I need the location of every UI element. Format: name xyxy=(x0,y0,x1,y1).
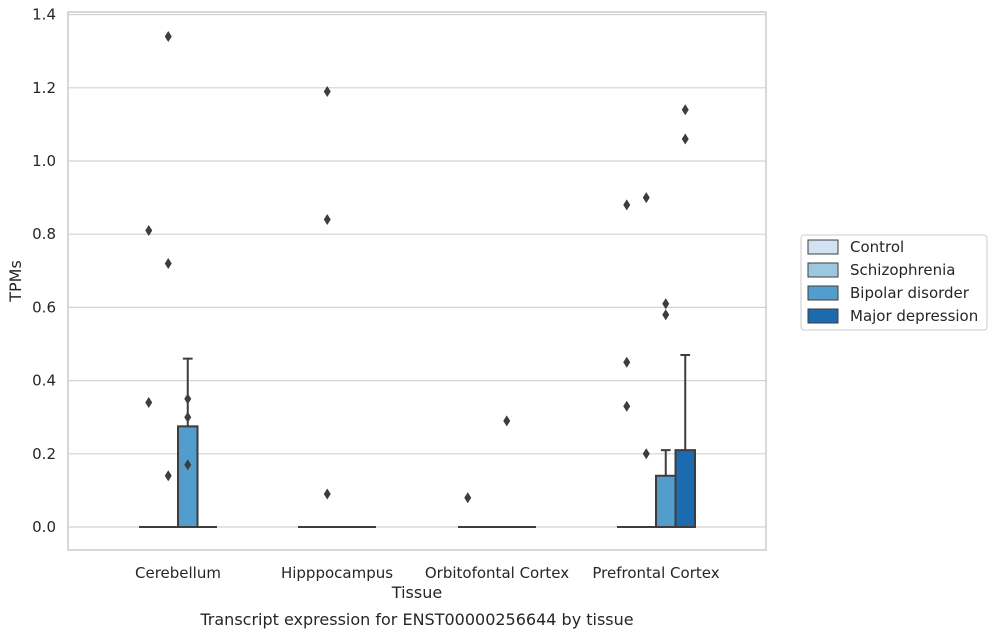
outlier-point xyxy=(623,400,631,412)
outlier-point xyxy=(323,214,331,226)
outlier-point xyxy=(681,133,689,145)
outlier-point xyxy=(464,492,472,504)
outlier-point xyxy=(164,257,172,269)
y-tick-label: 1.4 xyxy=(32,6,56,24)
legend-frame xyxy=(800,234,988,331)
outlier-point xyxy=(662,309,670,321)
boxes xyxy=(139,353,696,529)
legend-swatch xyxy=(807,308,839,324)
x-axis-title: Tissue xyxy=(391,583,442,602)
outlier-point xyxy=(184,411,192,423)
outlier-point xyxy=(164,31,172,43)
outlier-point xyxy=(503,415,511,427)
outlier-point xyxy=(323,488,331,500)
box-bipolar-disorder xyxy=(177,357,199,529)
box-bipolar-disorder xyxy=(655,449,677,529)
x-tick-label: Prefrontal Cortex xyxy=(592,564,719,582)
y-tick-label: 1.0 xyxy=(32,152,56,170)
outlier-point xyxy=(623,356,631,368)
outliers xyxy=(145,31,689,504)
legend: Control Schizophrenia Bipolar disorder Majo… xyxy=(800,234,988,331)
x-tick-label: Hipppocampus xyxy=(281,564,393,582)
plot-area-frame xyxy=(67,11,767,551)
x-tick-label: Orbitofontal Cortex xyxy=(425,564,569,582)
box-major-depression xyxy=(674,353,696,529)
x-tick-labels: Cerebellum Hipppocampus Orbitofontal Corte… xyxy=(135,564,720,582)
outlier-point xyxy=(642,448,650,460)
outlier-point xyxy=(681,104,689,116)
legend-swatch xyxy=(807,285,839,301)
outlier-point xyxy=(164,470,172,482)
y-tick-label: 0.8 xyxy=(32,225,56,243)
y-tick-label: 1.2 xyxy=(32,79,56,97)
outlier-point xyxy=(623,199,631,211)
legend-label: Major depression xyxy=(850,307,978,325)
outlier-point xyxy=(184,459,192,471)
box-body xyxy=(177,425,199,529)
box-body xyxy=(655,474,677,529)
y-tick-labels: 0.0 0.2 0.4 0.6 0.8 1.0 1.2 1.4 xyxy=(32,6,56,536)
x-tick-label: Cerebellum xyxy=(135,564,221,582)
box-body xyxy=(674,449,696,529)
legend-label: Control xyxy=(850,238,904,256)
legend-label: Bipolar disorder xyxy=(850,284,970,302)
y-tick-label: 0.2 xyxy=(32,445,56,463)
y-tick-label: 0.6 xyxy=(32,298,56,316)
y-axis-title: TPMs xyxy=(6,260,25,303)
legend-items: Control Schizophrenia Bipolar disorder Majo… xyxy=(807,238,978,325)
outlier-point xyxy=(662,298,670,310)
y-tick-label: 0.4 xyxy=(32,372,56,390)
chart-caption: Transcript expression for ENST0000025664… xyxy=(199,610,633,629)
outlier-point xyxy=(642,192,650,204)
outlier-point xyxy=(323,85,331,97)
outlier-point xyxy=(184,393,192,405)
legend-swatch xyxy=(807,239,839,255)
outlier-point xyxy=(145,225,153,237)
y-tick-label: 0.0 xyxy=(32,518,56,536)
legend-swatch xyxy=(807,262,839,278)
legend-label: Schizophrenia xyxy=(850,261,955,279)
outlier-point xyxy=(145,397,153,409)
